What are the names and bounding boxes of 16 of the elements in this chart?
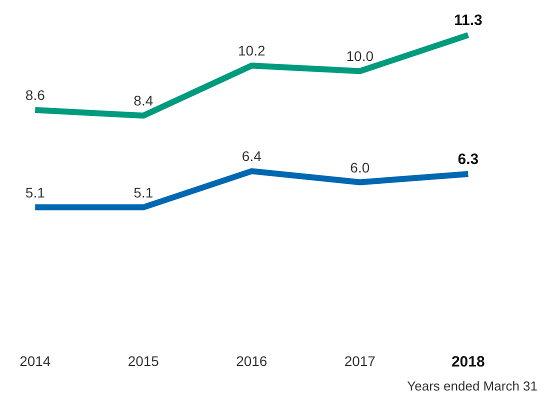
x-tick-label: 2014 [20, 352, 51, 369]
data-label: 6.3 [458, 150, 479, 168]
data-label: 6.0 [350, 159, 370, 176]
x-tick-label: 2016 [236, 352, 268, 369]
data-label: 6.4 [242, 148, 262, 164]
data-label: 10.2 [238, 42, 266, 59]
data-label: 10.0 [346, 48, 374, 64]
data-label: 11.3 [454, 12, 482, 30]
text: Years ended March 31 [407, 378, 538, 394]
data-label: 5.1 [134, 184, 154, 200]
x-tick-label: 2017 [344, 352, 376, 369]
x-tick-label: 2018 [451, 353, 485, 370]
data-label: 8.4 [134, 92, 154, 109]
data-label: 5.1 [25, 184, 46, 200]
x-tick-label: 2015 [128, 352, 160, 369]
data-label: 8.6 [25, 87, 46, 104]
